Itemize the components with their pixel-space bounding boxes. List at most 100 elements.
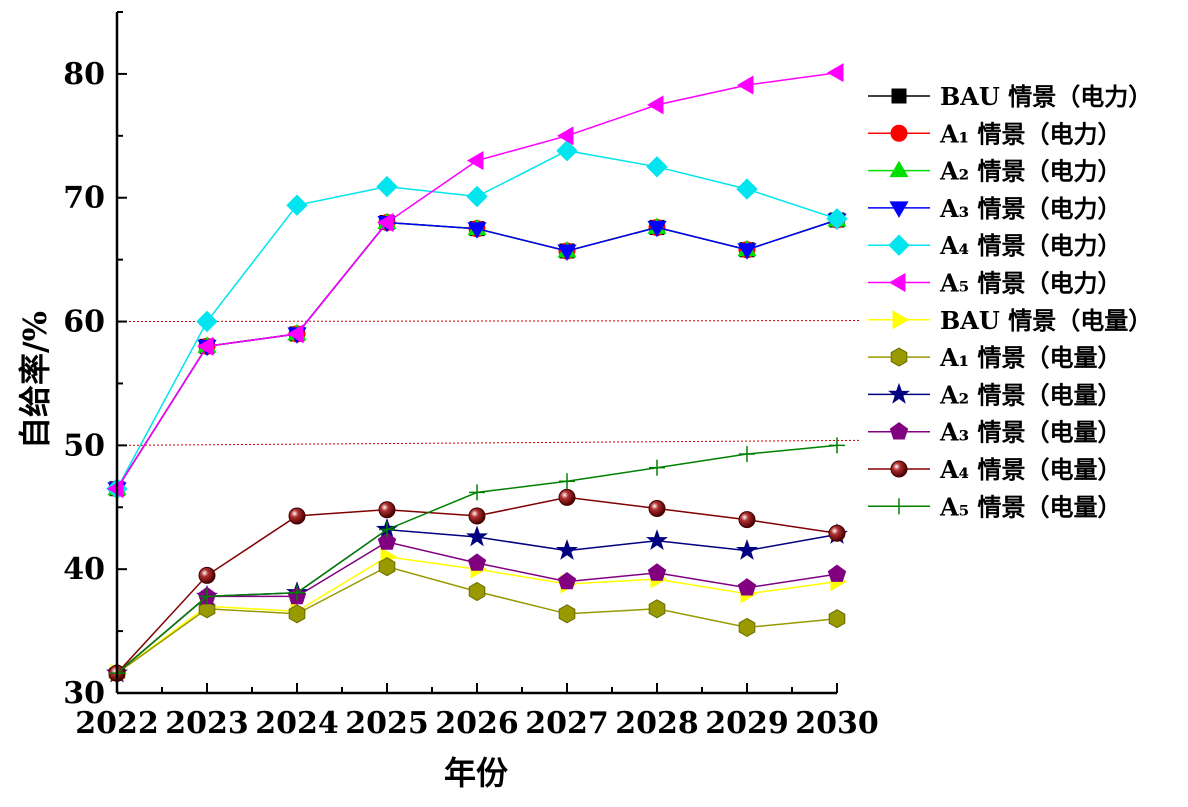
legend-marker-9	[888, 382, 910, 404]
series-5-point-2030	[826, 208, 848, 230]
legend-item-10: A₃ 情景（电量）	[868, 418, 1122, 447]
series-9-point-2027	[556, 539, 578, 560]
legend-item-4: A₃ 情景（电力）	[868, 194, 1122, 223]
legend-item-12: A₅ 情景（电量）	[868, 492, 1122, 521]
series-5-point-2026	[466, 185, 488, 208]
series-10-point-2029	[737, 578, 757, 596]
x-tick-label-2027: 2027	[525, 706, 609, 741]
series-12-point-2025	[379, 521, 395, 538]
series-9-line	[116, 528, 838, 674]
legend-item-3: A₂ 情景（电力）	[868, 157, 1122, 186]
series-12-point-2026	[469, 484, 485, 501]
series-8-point-2025	[378, 557, 396, 577]
series-2-line	[116, 219, 838, 490]
x-tick-label-2025: 2025	[345, 706, 429, 741]
series-12	[109, 437, 845, 682]
series-6-point-2030	[826, 63, 844, 83]
series-12-point-2023	[199, 588, 215, 605]
x-tick-label-2028: 2028	[615, 706, 699, 741]
series-4-point-2029	[737, 243, 757, 260]
series-11-point-2023	[198, 566, 216, 584]
reference-lines	[116, 320, 861, 446]
legend-marker-4	[889, 201, 909, 218]
y-tick-label-80: 80	[63, 57, 105, 92]
y-axis-title: 自给率/%	[16, 311, 54, 449]
series-3	[107, 210, 847, 496]
y-tick-label-60: 60	[63, 305, 105, 340]
series-layer	[106, 63, 848, 683]
x-tick-label-2024: 2024	[255, 706, 339, 741]
legend-item-9: A₂ 情景（电量）	[868, 380, 1122, 409]
legend-marker-12	[891, 498, 907, 515]
series-11-point-2027	[558, 488, 576, 506]
series-8-point-2023	[198, 599, 216, 619]
series-4-point-2028	[647, 220, 667, 238]
series-12-point-2029	[739, 446, 755, 463]
legend-item-11: A₄ 情景（电量）	[868, 455, 1122, 484]
legend-marker-6	[889, 272, 906, 293]
series-1	[109, 212, 845, 497]
legend-item-1: BAU 情景（电力）	[868, 82, 1152, 111]
series-4-point-2027	[557, 244, 577, 261]
legend-label-5: A₄ 情景（电力）	[939, 231, 1122, 260]
series-11	[108, 488, 846, 682]
y-tick-label-40: 40	[63, 552, 105, 587]
series-5-point-2028	[646, 156, 668, 178]
series-4-point-2026	[467, 222, 487, 239]
legend-marker-11	[890, 460, 908, 478]
series-11-point-2025	[378, 501, 396, 519]
series-8-point-2026	[468, 581, 486, 602]
legend-label-3: A₂ 情景（电力）	[939, 157, 1122, 186]
legend-label-1: BAU 情景（电力）	[940, 82, 1152, 111]
legend-label-2: A₁ 情景（电力）	[939, 119, 1122, 148]
x-axis-title: 年份	[444, 754, 508, 792]
axes: 30 40 50 60 70 80 2022 2023 2024 2025 2026 2027 2028…	[63, 11, 879, 741]
legend-label-6: A₅ 情景（电力）	[939, 269, 1122, 298]
series-10-point-2026	[467, 553, 487, 571]
series-6-point-2025	[377, 212, 394, 233]
series-11-point-2028	[648, 500, 666, 518]
legend-label-7: BAU 情景（电量）	[940, 306, 1152, 335]
legend-label-9: A₂ 情景（电量）	[939, 380, 1122, 409]
series-8	[108, 557, 846, 683]
legend-item-2: A₁ 情景（电力）	[868, 119, 1122, 148]
series-12-point-2024	[289, 584, 305, 601]
series-10-point-2025	[377, 532, 397, 550]
series-6	[107, 63, 844, 499]
series-10-point-2027	[557, 571, 577, 590]
series-9-point-2029	[736, 539, 758, 560]
series-6-point-2027	[556, 126, 574, 146]
x-tick-label-2029: 2029	[705, 706, 789, 741]
series-8-point-2027	[558, 604, 576, 624]
x-tick-label-2030: 2030	[795, 706, 879, 741]
series-3-line	[116, 219, 838, 490]
series-2	[108, 211, 846, 498]
reference-line-60	[116, 320, 861, 323]
series-5-point-2023	[196, 310, 218, 333]
series-5	[106, 139, 848, 500]
series-9-point-2028	[646, 529, 668, 551]
series-1-line	[116, 219, 838, 490]
series-6-point-2024	[286, 324, 304, 344]
legend-item-5: A₄ 情景（电力）	[868, 231, 1122, 260]
legend-label-4: A₃ 情景（电力）	[939, 194, 1122, 223]
legend-label-10: A₃ 情景（电量）	[939, 418, 1122, 447]
series-10-point-2030	[827, 564, 847, 582]
series-4-line	[116, 219, 838, 490]
series-5-point-2029	[736, 178, 758, 200]
legend-marker-1	[891, 88, 907, 104]
legend-marker-10	[889, 422, 909, 440]
series-6-point-2028	[646, 95, 664, 115]
series-9-point-2026	[466, 525, 488, 547]
series-8-point-2030	[828, 609, 846, 629]
series-11-point-2030	[828, 524, 846, 542]
series-12-point-2030	[829, 437, 845, 454]
series-6-point-2026	[466, 151, 484, 171]
series-12-point-2027	[559, 473, 575, 490]
series-11-point-2029	[738, 511, 756, 529]
legend-label-12: A₅ 情景（电量）	[939, 492, 1122, 521]
legend-marker-5	[888, 234, 910, 256]
series-8-point-2029	[738, 617, 756, 637]
